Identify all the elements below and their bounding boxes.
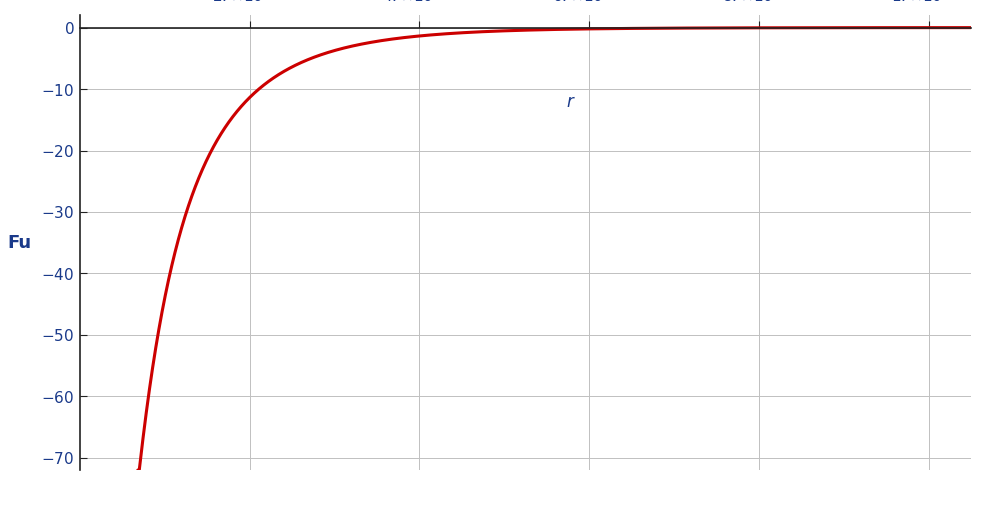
Text: r: r — [567, 92, 574, 111]
Text: Fu: Fu — [7, 234, 31, 252]
